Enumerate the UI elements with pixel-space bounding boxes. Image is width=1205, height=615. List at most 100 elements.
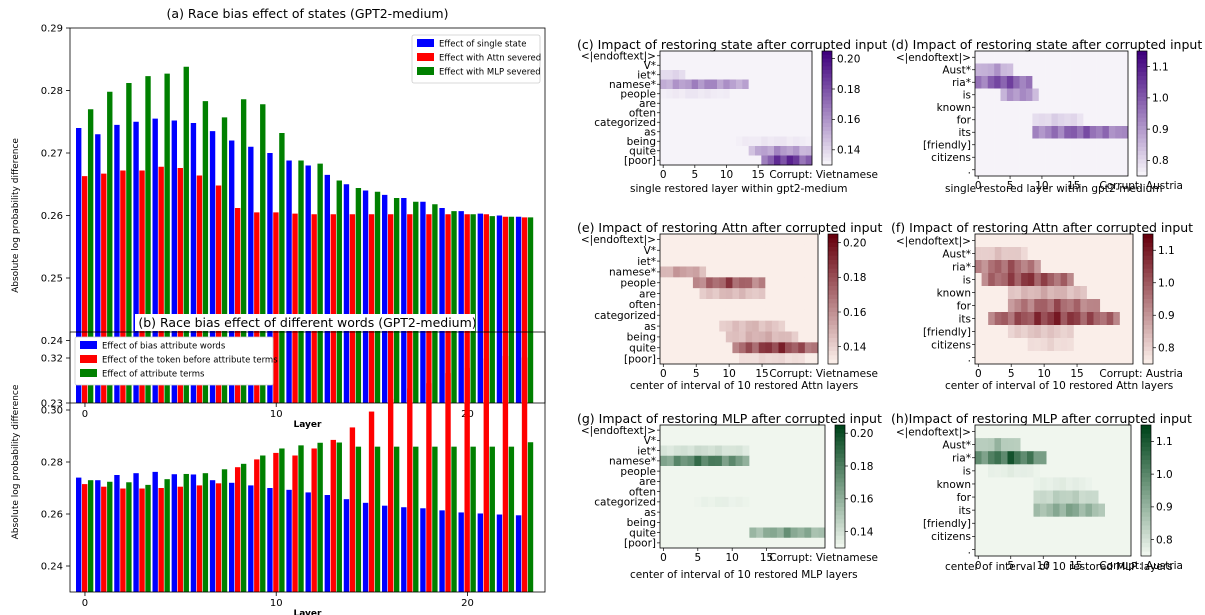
corrupt-label: Corrupt: Austria <box>1099 180 1183 192</box>
colorbar-segment <box>822 92 832 97</box>
heatmap-cell <box>1060 273 1068 287</box>
colorbar-segment <box>835 429 845 434</box>
heatmap-cell <box>708 527 716 539</box>
row-label: for <box>957 492 972 504</box>
heatmap-cell <box>1051 63 1059 77</box>
x-tick-label: 15 <box>1067 180 1080 192</box>
legend-swatch <box>80 341 97 349</box>
heatmap-cell <box>790 425 798 436</box>
heatmap-cell <box>1026 101 1033 114</box>
heatmap-cell <box>745 255 753 267</box>
bar-1-s2-1 <box>107 481 113 592</box>
heatmap-cell <box>1092 425 1099 439</box>
heatmap-cell <box>1080 299 1088 313</box>
heatmap-cell <box>1006 88 1014 102</box>
colorbar-segment <box>1137 151 1147 156</box>
heatmap-cell <box>771 309 779 321</box>
heatmap-cell <box>725 342 733 354</box>
heatmap-cell <box>981 63 989 77</box>
colorbar-segment <box>1143 251 1153 257</box>
heatmap-cell <box>994 234 1002 248</box>
heatmap-cell <box>1067 351 1075 365</box>
heatmap-cell <box>691 155 699 166</box>
heatmap-cell <box>1083 88 1091 102</box>
heatmap-cell <box>660 70 667 80</box>
heatmap-cell <box>736 89 743 99</box>
bar-1-s0-22 <box>496 514 503 592</box>
heatmap-cell <box>735 445 743 457</box>
colorbar-segment <box>835 498 845 504</box>
heatmap-cell <box>1106 351 1114 365</box>
heatmap-cell <box>666 89 673 99</box>
colorbar-tick-label: 1.0 <box>1156 469 1173 481</box>
heatmap-cell <box>719 299 727 311</box>
heatmap-cell <box>1098 477 1106 491</box>
heatmap-cell <box>994 247 1002 261</box>
heatmap-cell <box>1007 542 1015 557</box>
heatmap-cell <box>710 89 718 99</box>
heatmap-cell <box>771 234 779 246</box>
heatmap-cell <box>721 466 730 477</box>
heatmap-cell <box>791 244 799 256</box>
heatmap-cell <box>692 353 700 365</box>
heatmap-cell <box>793 127 800 137</box>
heatmap-cell <box>1126 351 1134 365</box>
heatmap-cell <box>732 277 740 289</box>
heatmap-cell <box>715 486 723 498</box>
bar-0-s0-19 <box>439 208 445 403</box>
heatmap-cell <box>728 517 736 528</box>
heatmap-cell <box>717 127 724 137</box>
colorbar-tick-label: 1.1 <box>1152 61 1169 73</box>
heatmap-cell <box>1051 138 1059 152</box>
heatmap-cell <box>1053 503 1060 517</box>
heatmap-cell <box>1040 477 1047 491</box>
heatmap-cell <box>742 455 750 467</box>
heatmap-cell <box>785 309 792 321</box>
heatmap-cell <box>1038 151 1046 164</box>
bar-0-s1-3 <box>139 170 145 403</box>
heatmap-cell <box>660 309 667 321</box>
heatmap-cell <box>748 60 756 71</box>
row-label: known <box>937 102 971 114</box>
heatmap-cell <box>1033 425 1041 439</box>
heatmap-cell <box>735 517 743 528</box>
heatmap-cell <box>1046 490 1054 504</box>
heatmap-cell <box>981 529 989 544</box>
colorbar-segment <box>822 142 832 147</box>
heatmap-cell <box>1047 325 1055 339</box>
heatmap-cell <box>719 288 727 300</box>
heatmap-cell <box>735 537 743 549</box>
row-label: known <box>937 287 971 299</box>
heatmap-cell <box>987 88 995 102</box>
heatmap-cell <box>756 486 764 498</box>
heatmap-cell <box>1111 503 1119 517</box>
heatmap-cell <box>790 445 798 457</box>
heatmap-cell <box>1014 312 1022 326</box>
heatmap-cell <box>994 351 1002 365</box>
heatmap-cell <box>729 70 737 80</box>
heatmap-cell <box>748 98 756 109</box>
heatmap-cell <box>778 255 786 267</box>
heatmap-cell <box>687 435 695 446</box>
heatmap-cell <box>1079 425 1086 439</box>
heatmap-cell <box>790 537 798 549</box>
heatmap-cell <box>728 476 736 487</box>
heatmap-cell <box>767 136 775 147</box>
heatmap-cell <box>725 309 733 321</box>
heatmap-cell <box>776 455 785 467</box>
heatmap-cell <box>1040 260 1048 274</box>
heatmap-cell <box>981 464 989 478</box>
heatmap-cell <box>778 342 786 354</box>
x-tick-label: 10 <box>270 598 283 609</box>
row-label: V* <box>644 435 656 447</box>
heatmap-cell <box>660 476 668 487</box>
heatmap-cell <box>1001 464 1008 478</box>
heatmap-cell <box>1067 286 1075 300</box>
heatmap-cell <box>721 537 730 549</box>
heatmap-cell <box>797 476 805 487</box>
colorbar-segment <box>1137 67 1147 73</box>
colorbar-segment <box>1137 167 1147 173</box>
heatmap-cell <box>975 76 982 89</box>
heatmap-cell <box>1086 338 1094 352</box>
heatmap-cell <box>687 496 695 508</box>
